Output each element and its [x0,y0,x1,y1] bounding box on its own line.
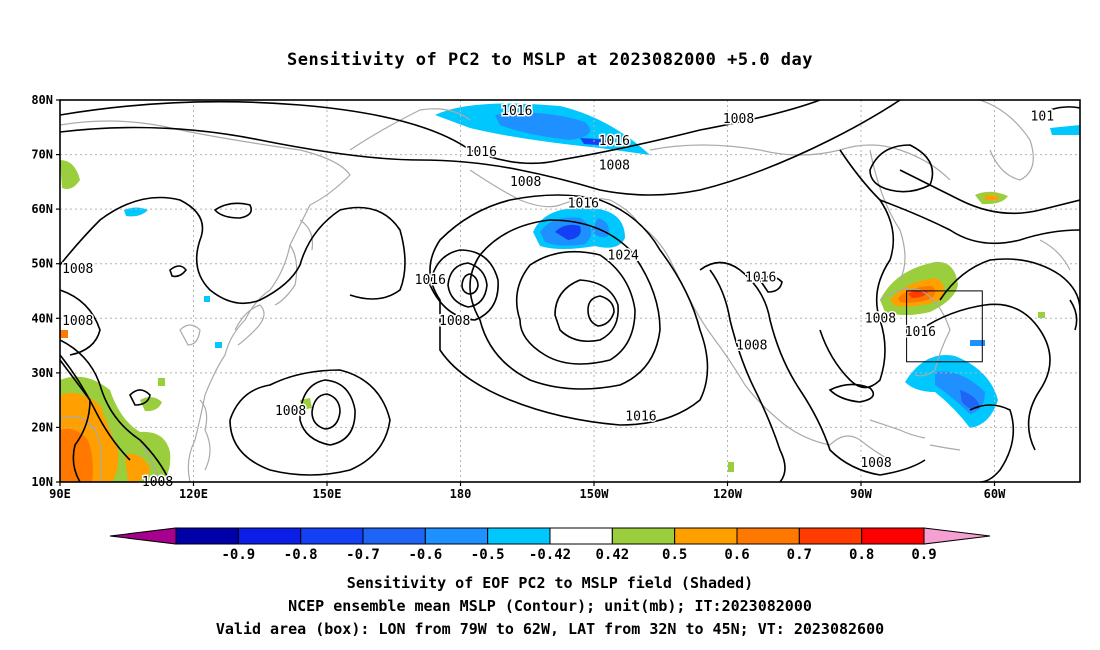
chart-title: Sensitivity of PC2 to MSLP at 2023082000… [286,50,813,70]
colorbar-swatch [549,527,613,545]
lat-label-20n: 20N [31,420,53,434]
lon-label-120e: 120E [179,487,208,501]
colorbar-swatch [798,527,863,545]
contour-label: 1008 [860,456,891,471]
lat-label-70n: 70N [31,148,53,162]
mslp-contours [60,100,1080,482]
colorbar-label: -0.6 [408,547,442,563]
colorbar-swatch [674,527,738,545]
colorbar: -0.9 -0.8 -0.7 -0.6 -0.5 -0.42 0.42 0.5 0.6 0.7 0.… [109,527,991,563]
colorbar-label: -0.42 [529,547,571,563]
contour-label: 1008 [865,311,896,326]
colorbar-label: -0.5 [471,547,505,563]
colorbar-swatch [736,527,800,545]
lat-label-10n: 10N [31,475,53,489]
contour-label: 1016 [599,134,630,149]
contour-label: 1016 [501,104,532,119]
lon-label-180: 180 [450,487,472,501]
contour-label: 1008 [599,158,630,173]
colorbar-label: 0.9 [911,547,936,563]
lat-label-30n: 30N [31,366,53,380]
lon-label-90e: 90E [49,487,71,501]
caption-valid-area: Valid area (box): LON from 79W to 62W, L… [215,620,885,638]
contour-label: 1016 [415,273,446,288]
colorbar-extend-high [923,527,991,545]
contour-label: 1008 [723,112,754,127]
colorbar-swatch [237,527,302,545]
lat-label-40n: 40N [31,311,53,325]
colorbar-swatch [175,527,239,545]
colorbar-label: 0.8 [849,547,874,563]
caption-shading: Sensitivity of EOF PC2 to MSLP field (Sh… [346,574,754,592]
axis-ticks [56,99,996,486]
contour-label: 1024 [608,249,639,264]
contour-labels: 1016 1016 1016 1008 1008 1016 1008 1024 1016 1008… [61,102,1056,491]
contour-label: 1008 [510,175,541,190]
colorbar-extend-low [109,527,177,545]
contour-label: 101 [1031,109,1054,124]
contour-label: 1016 [905,325,936,340]
colorbar-label: -0.9 [221,547,255,563]
caption-contour: NCEP ensemble mean MSLP (Contour); unit(… [288,597,812,615]
lon-label-60w: 60W [984,487,1006,501]
gridlines [60,100,1080,482]
lat-label-60n: 60N [31,202,53,216]
contour-label: 1016 [745,270,776,285]
coastlines [60,100,1071,482]
colorbar-swatch [611,527,676,545]
colorbar-label: 0.6 [724,547,749,563]
contour-label: 1008 [62,262,93,277]
map-frame [59,99,1081,483]
colorbar-swatch [487,527,551,545]
contour-label: 1008 [736,339,767,354]
valid-area-box [906,290,983,363]
contour-label: 1008 [275,404,306,419]
lon-label-150e: 150E [313,487,342,501]
lon-label-150w: 150W [580,487,610,501]
lon-label-120w: 120W [713,487,743,501]
contour-label: 1016 [466,145,497,160]
colorbar-label: 0.42 [595,547,629,563]
lon-label-90w: 90W [850,487,872,501]
colorbar-label: 0.5 [662,547,687,563]
contour-label: 1008 [62,314,93,329]
lat-label-80n: 80N [31,93,53,107]
colorbar-swatch [861,527,925,545]
contour-label: 1016 [568,197,599,212]
colorbar-swatch [362,527,426,545]
colorbar-swatch [300,527,364,545]
colorbar-label: 0.7 [787,547,812,563]
lat-label-50n: 50N [31,257,53,271]
contour-label: 1008 [439,314,470,329]
colorbar-swatch [424,527,489,545]
colorbar-label: -0.7 [346,547,380,563]
sensitivity-shading [60,103,1080,482]
contour-label: 1016 [625,410,656,425]
colorbar-label: -0.8 [284,547,318,563]
